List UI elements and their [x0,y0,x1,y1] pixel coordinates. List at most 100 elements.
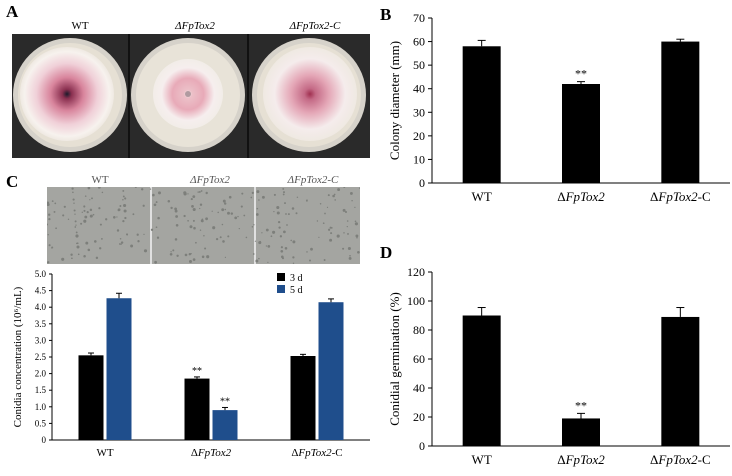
conidium-speck [280,246,283,249]
conidium-speck [197,191,199,193]
conidium-speck [343,232,345,234]
conidium-speck [204,247,207,250]
conidium-speck [116,216,118,218]
conidium-speck [122,189,125,192]
conidium-speck [222,240,225,243]
conidium-speck [251,191,254,194]
conidium-speck [354,206,356,209]
conidium-speck [296,196,299,199]
conidium-speck [119,237,122,240]
micro-label-wt: WT [91,174,109,186]
conidium-speck [91,197,93,200]
conidium-speck [227,235,230,238]
conidium-speck [72,191,74,194]
conidium-speck [47,261,50,264]
conidium-speck [342,247,345,250]
conidium-speck [290,239,292,242]
bar [462,315,501,446]
conidium-speck [256,207,259,210]
x-tick-label: WT [472,189,492,204]
conidium-speck [153,203,157,207]
conidium-speck [270,235,273,238]
conidium-speck [192,219,195,222]
conidium-speck [282,193,285,196]
conidium-speck [76,245,80,249]
conidium-speck [48,244,51,247]
conidium-speck [170,206,173,210]
conidium-speck [199,229,202,231]
conidium-speck [224,208,227,211]
conidium-speck [62,214,65,217]
x-tick-label: ΔFpTox2 [557,189,605,204]
conidium-speck [267,245,271,248]
conidium-speck [227,211,230,215]
conidium-speck [158,191,161,195]
conidium-speck [291,207,295,210]
conidium-speck [71,257,73,260]
y-tick-label: 3.5 [35,319,47,329]
y-axis-label: Conidia concentration (10⁶/mL) [12,286,24,427]
y-tick-label: 2.0 [35,369,47,379]
conidium-speck [192,207,196,212]
conidium-speck [149,188,152,190]
conidium-speck [251,226,254,228]
conidium-speck [130,244,134,248]
y-tick-label: 1.0 [35,402,47,412]
conidium-speck [237,215,239,218]
conidium-speck [123,209,127,213]
conidium-speck [143,233,145,236]
conidium-speck [354,222,358,226]
conidium-speck [219,236,222,239]
conidium-speck [89,208,93,212]
x-tick-label: WT [96,447,113,459]
conidium-speck [327,194,330,197]
conidium-speck [189,260,192,263]
conidium-speck [250,196,253,199]
bar [661,41,700,184]
conidium-speck [306,251,308,253]
bar-3d [184,378,210,440]
conidium-speck [215,237,219,241]
conidium-speck [319,202,322,205]
conidium-speck [217,211,219,214]
conidium-speck [73,209,76,212]
conidium-speck [54,202,57,205]
y-axis-label: Conidial germination (%) [387,292,402,426]
y-tick-label: 40 [413,381,425,395]
conidium-speck [80,222,83,225]
legend-label: 5 d [290,285,303,296]
conidium-speck [132,213,135,216]
conidium-speck [83,254,86,258]
conidium-speck [276,205,280,210]
bar-3d [290,356,316,440]
conidium-speck [117,209,120,212]
bar-5d [212,410,238,440]
conidium-speck [252,253,255,255]
micro-label-mutant: ΔFpTox2 [190,174,230,186]
conidium-speck [84,215,88,219]
conidium-speck [183,191,187,195]
conidium-speck [189,225,193,229]
conidium-speck [287,213,290,216]
conidium-speck [134,187,137,189]
bar [562,84,600,183]
conidium-speck [122,199,124,201]
conidium-speck [55,227,57,230]
x-tick-label: WT [472,452,492,467]
conidium-speck [292,240,296,244]
conidium-speck [188,253,191,256]
conidium-speck [47,223,49,226]
significance-label: ** [575,67,587,81]
conidium-speck [99,247,102,250]
legend-label: 3 d [290,273,303,284]
conidium-speck [258,241,262,245]
conidium-speck [280,255,284,259]
plate-label-complement: ΔFpTox2-C [289,20,341,32]
conidium-speck [344,210,348,214]
conidium-speck [116,229,120,232]
conidium-speck [292,256,295,259]
y-tick-label: 20 [413,129,425,143]
bar-5d [318,302,344,440]
x-tick-label: ΔFpTox2 [191,447,232,459]
x-tick-label: ΔFpTox2-C [291,447,342,459]
